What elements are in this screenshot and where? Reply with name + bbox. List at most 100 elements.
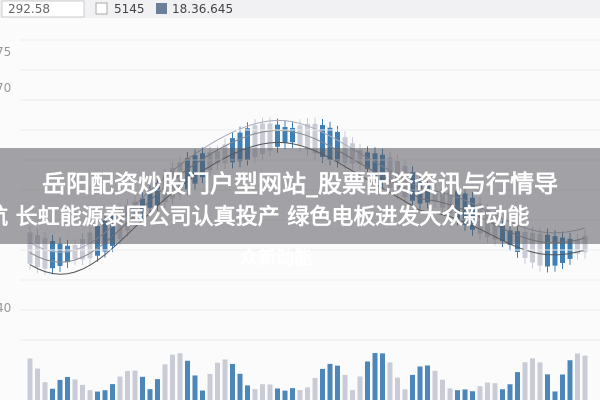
- decoration: [267, 123, 273, 151]
- decoration: [417, 366, 423, 400]
- decoration: [402, 389, 408, 400]
- decoration: [395, 377, 400, 400]
- decoration: [35, 368, 40, 400]
- decoration: [552, 236, 558, 266]
- decoration: [102, 390, 108, 400]
- decoration: [440, 379, 445, 400]
- decoration: [177, 353, 183, 400]
- legend-price: 292.58: [8, 2, 50, 16]
- decoration: [42, 382, 48, 400]
- decoration: [192, 375, 198, 400]
- decoration: [72, 244, 78, 260]
- decoration: [290, 127, 295, 143]
- decoration: [575, 239, 580, 254]
- decoration: [42, 238, 48, 269]
- decoration: [215, 362, 220, 400]
- decoration: [567, 238, 573, 259]
- decoration: [545, 374, 550, 400]
- decoration: [492, 383, 498, 400]
- decoration: [72, 379, 78, 400]
- decoration: [170, 354, 175, 400]
- decoration: [57, 379, 63, 400]
- decoration: [252, 125, 258, 158]
- decoration: [425, 365, 430, 400]
- decoration: [117, 376, 123, 400]
- decoration: [582, 235, 588, 253]
- decoration: [260, 123, 265, 155]
- decoration: [342, 374, 348, 400]
- axis-label: 40: [0, 301, 11, 315]
- decoration: [537, 362, 543, 400]
- decoration: [567, 360, 573, 400]
- decoration: [312, 377, 318, 400]
- decoration: [575, 353, 580, 400]
- decoration: [380, 353, 385, 400]
- decoration: [95, 391, 100, 400]
- decoration: [335, 365, 340, 400]
- legend-swatch: [95, 2, 108, 15]
- decoration: [50, 388, 55, 400]
- decoration: [447, 388, 453, 400]
- decoration: [267, 384, 273, 400]
- decoration: [237, 132, 243, 162]
- decoration: [327, 127, 333, 160]
- decoration: [87, 390, 93, 400]
- legend-bar: [0, 0, 600, 18]
- decoration: [372, 352, 378, 400]
- decoration: [260, 384, 265, 400]
- decoration: [485, 382, 490, 400]
- decoration: [470, 391, 475, 400]
- legend-swatch: [156, 3, 167, 14]
- decoration: [560, 374, 565, 400]
- decoration: [245, 128, 250, 160]
- decoration: [515, 372, 520, 400]
- decoration: [27, 232, 33, 264]
- decoration: [200, 390, 205, 400]
- legend-amount: 18.36.645: [172, 2, 233, 16]
- decoration: [65, 245, 70, 263]
- axis-label: 75: [0, 45, 11, 59]
- decoration: [80, 238, 85, 260]
- decoration: [552, 391, 558, 400]
- decoration: [522, 362, 528, 400]
- decoration: [327, 363, 333, 400]
- decoration: [455, 390, 460, 400]
- decoration: [275, 124, 280, 147]
- decoration: [155, 379, 160, 400]
- decoration: [477, 386, 483, 400]
- decoration: [252, 389, 258, 400]
- decoration: [545, 234, 550, 267]
- decoration: [27, 358, 33, 400]
- decoration: [87, 232, 93, 259]
- decoration: [125, 371, 130, 400]
- decoration: [357, 376, 363, 400]
- decoration: [387, 362, 393, 400]
- decoration: [207, 373, 213, 400]
- decoration: [582, 355, 588, 400]
- decoration: [290, 388, 295, 400]
- decoration: [320, 125, 325, 157]
- decoration: [140, 376, 145, 400]
- decoration: [305, 387, 310, 400]
- decoration: [185, 360, 190, 400]
- decoration: [245, 385, 250, 400]
- decoration: [275, 388, 280, 400]
- decoration: [222, 359, 228, 400]
- decoration: [80, 384, 85, 400]
- decoration: [522, 231, 528, 258]
- decoration: [110, 384, 115, 400]
- decoration: [132, 370, 138, 400]
- decoration: [507, 384, 513, 400]
- decoration: [282, 127, 288, 144]
- decoration: [50, 240, 55, 269]
- decoration: [462, 389, 468, 400]
- decoration: [365, 361, 370, 400]
- headline-band: [0, 148, 600, 244]
- decoration: [410, 374, 415, 400]
- decoration: [162, 364, 168, 400]
- headline-line: 航 长虹能源泰国公司认真投产 绿色电板进发大众新动能: [0, 205, 530, 230]
- decoration: [500, 389, 505, 400]
- decoration: [432, 370, 438, 400]
